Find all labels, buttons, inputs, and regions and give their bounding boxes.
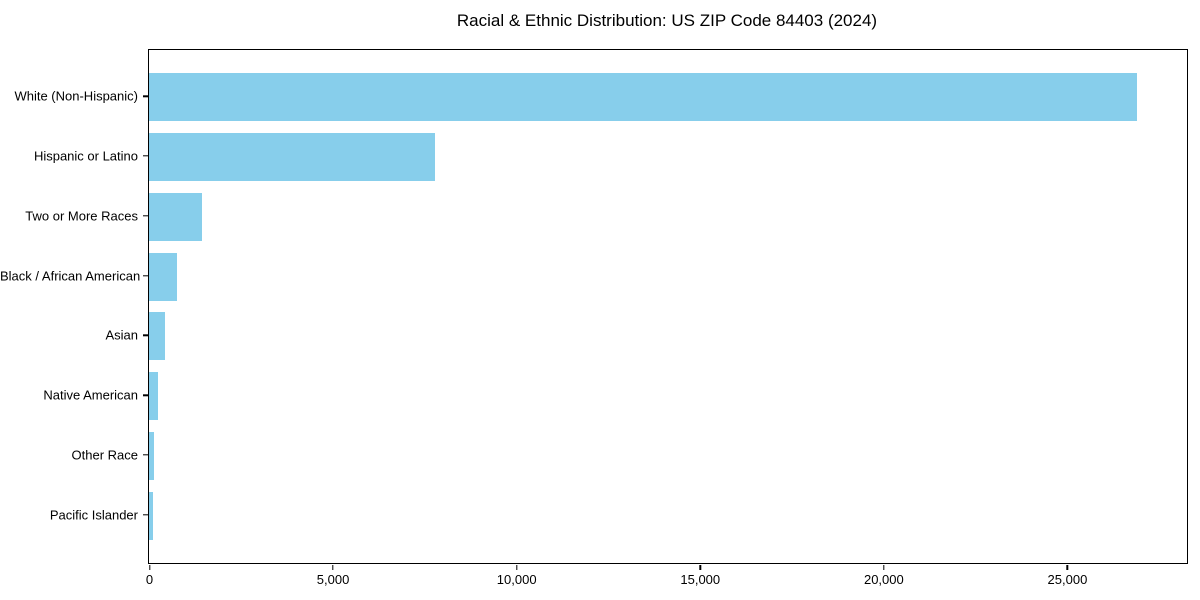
y-tick-mark [143, 334, 148, 337]
bar-other-race [149, 432, 155, 480]
y-tick-mark [143, 274, 148, 277]
y-tick-label: White (Non-Hispanic) [14, 88, 138, 104]
y-tick-label: Pacific Islander [49, 507, 138, 523]
x-tick-mark [148, 565, 151, 570]
bar-white-non-hispanic [149, 73, 1137, 122]
bar-native-american [149, 372, 158, 421]
bar-pacific-islander [149, 491, 154, 540]
y-tick-mark [143, 394, 148, 396]
y-tick-label: Native American [43, 387, 138, 403]
y-tick-mark [143, 155, 148, 157]
bar-two-or-more-races [149, 192, 202, 241]
x-tick-label: 15,000 [680, 572, 721, 587]
x-tick-mark [883, 565, 885, 570]
x-tick-label: 5,000 [316, 572, 350, 587]
plot-area [148, 49, 1188, 564]
x-tick-label: 0 [145, 572, 154, 587]
y-tick-mark [143, 514, 148, 516]
bar-hispanic-or-latino [149, 133, 436, 181]
bar-asian [149, 312, 165, 361]
y-tick-label: Two or More Races [25, 208, 138, 224]
x-tick-label: 25,000 [1047, 572, 1088, 587]
x-tick-label: 10,000 [496, 572, 537, 587]
x-tick-mark [332, 565, 334, 570]
y-tick-label: Hispanic or Latino [33, 148, 138, 164]
bar-black-african-american [149, 252, 177, 301]
x-tick-mark [1066, 565, 1069, 570]
x-tick-mark [515, 565, 518, 570]
chart-title: Racial & Ethnic Distribution: US ZIP Cod… [456, 11, 878, 30]
y-tick-label: Black / African American [0, 268, 141, 284]
y-tick-label: Other Race [71, 447, 138, 463]
y-tick-mark [143, 215, 148, 217]
y-tick-mark [143, 454, 148, 456]
x-tick-mark [699, 565, 701, 570]
y-tick-mark [143, 95, 148, 97]
x-tick-label: 20,000 [863, 572, 904, 587]
y-tick-label: Asian [105, 327, 138, 343]
